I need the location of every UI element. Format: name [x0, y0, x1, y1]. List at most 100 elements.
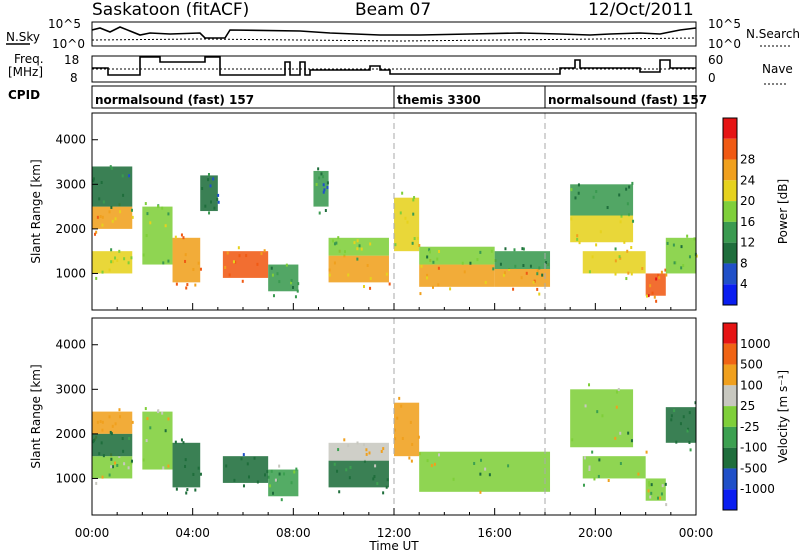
power-speckle: [484, 280, 487, 284]
velocity-speckle: [615, 405, 618, 409]
power-speckle: [116, 258, 119, 262]
power-speckle: [317, 167, 320, 171]
power-speckle: [369, 242, 372, 246]
velocity-speckle: [409, 420, 412, 424]
velocity-colorbar-tick: -25: [740, 420, 760, 434]
velocity-speckle: [121, 437, 124, 441]
velocity-speckle: [688, 411, 691, 415]
velocity-speckle: [437, 453, 440, 457]
power-speckle: [114, 256, 117, 260]
velocity-speckle: [659, 496, 662, 500]
velocity-speckle: [688, 440, 691, 444]
nave-tick-bottom: 0: [708, 71, 716, 85]
velocity-colorbar-tick: -1000: [740, 482, 775, 496]
power-speckle: [335, 241, 338, 245]
power-speckle: [520, 276, 523, 280]
power-speckle: [499, 262, 502, 266]
velocity-speckle: [349, 465, 352, 469]
velocity-speckle: [479, 490, 482, 494]
velocity-speckle: [661, 484, 664, 488]
nsearch-label: N.Search: [746, 27, 800, 41]
power-speckle: [695, 254, 698, 258]
power-speckle: [101, 270, 104, 274]
velocity-speckle: [102, 454, 105, 458]
velocity-speckle: [657, 496, 660, 500]
velocity-speckle: [144, 407, 147, 411]
velocity-speckle: [394, 437, 397, 441]
power-speckle: [525, 271, 528, 275]
power-speckle: [366, 263, 369, 267]
velocity-speckle: [101, 420, 104, 424]
velocity-speckle: [110, 465, 113, 469]
velocity-speckle: [411, 442, 414, 446]
velocity-speckle: [101, 428, 104, 432]
nsky-label: N.Sky: [6, 30, 40, 44]
velocity-speckle: [648, 483, 651, 487]
power-speckle: [680, 245, 683, 249]
power-speckle: [109, 165, 112, 169]
velocity-speckle: [182, 441, 185, 445]
velocity-speckle: [110, 432, 113, 436]
power-speckle: [208, 211, 211, 215]
velocity-speckle: [337, 448, 340, 452]
nave-label: Nave: [762, 62, 793, 76]
power-speckle: [213, 206, 216, 210]
power-speckle: [536, 287, 539, 291]
x-tick-label: 08:00: [276, 526, 311, 540]
velocity-speckle: [368, 451, 371, 455]
nsky-strip-frame: [91, 21, 697, 47]
velocity-speckle: [338, 490, 341, 494]
power-speckle: [110, 248, 113, 252]
velocity-speckle: [192, 472, 195, 476]
power-speckle: [318, 176, 321, 180]
power-speckle: [536, 269, 539, 273]
power-speckle: [599, 230, 602, 234]
power-speckle: [241, 279, 244, 283]
velocity-speckle: [199, 472, 202, 476]
power-speckle: [356, 257, 359, 261]
velocity-speckle: [145, 439, 148, 443]
velocity-data-region: [92, 411, 133, 434]
velocity-speckle: [225, 464, 228, 468]
velocity-speckle: [619, 431, 622, 435]
power-colorbar-tick: 20: [740, 194, 755, 208]
power-data-region: [92, 206, 133, 229]
velocity-colorbar-tick: 500: [740, 358, 763, 372]
power-speckle: [411, 241, 414, 245]
power-speckle: [161, 206, 164, 210]
date-title: 12/Oct/2011: [588, 0, 694, 20]
power-speckle: [290, 278, 293, 282]
velocity-speckle: [167, 417, 170, 421]
power-speckle: [413, 196, 416, 200]
velocity-data-region: [419, 451, 551, 492]
power-speckle: [323, 188, 326, 192]
velocity-colorbar-tick: -100: [740, 441, 767, 455]
power-colorbar-tick: 8: [740, 256, 748, 270]
power-speckle: [114, 217, 117, 221]
power-speckle: [693, 237, 696, 241]
power-speckle: [432, 285, 435, 289]
velocity-speckle: [593, 477, 596, 481]
power-speckle: [232, 260, 235, 264]
x-axis-title: Time UT: [368, 539, 419, 553]
power-speckle: [631, 181, 634, 185]
nsky-tick-bottom: 10^0: [52, 37, 85, 51]
velocity-speckle: [108, 415, 111, 419]
power-speckle: [682, 264, 685, 268]
cpid-segment-label: normalsound (fast) 157: [95, 93, 254, 107]
power-speckle: [416, 236, 419, 240]
power-speckle: [538, 292, 541, 296]
velocity-speckle: [95, 481, 98, 485]
velocity-colorbar-frame: [722, 322, 738, 511]
power-speckle: [588, 270, 591, 274]
power-speckle: [127, 261, 130, 265]
velocity-speckle: [452, 477, 455, 481]
power-speckle: [164, 224, 167, 228]
velocity-speckle: [394, 428, 397, 432]
power-speckle: [92, 179, 95, 183]
velocity-colorbar-swatch: [723, 323, 737, 344]
velocity-speckle: [588, 467, 591, 471]
velocity-speckle: [118, 454, 121, 458]
power-speckle: [428, 250, 431, 254]
power-speckle: [142, 253, 145, 257]
